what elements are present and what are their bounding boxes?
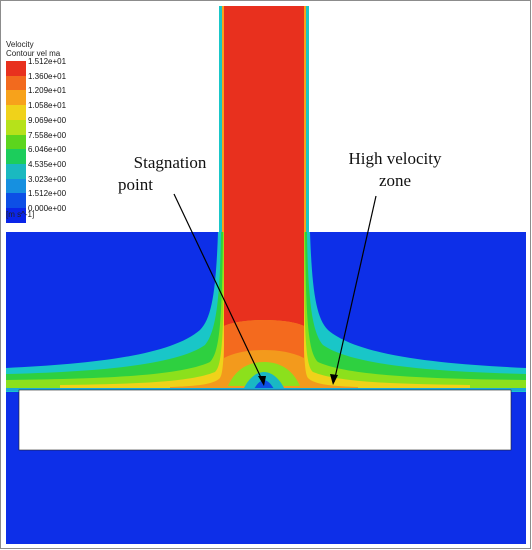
legend-tick-label: 1.209e+01 [28,86,67,96]
legend-swatch [6,61,26,76]
legend-swatch [6,119,26,135]
legend-swatch [6,208,26,223]
legend-tick-label: 9.069e+00 [28,115,67,125]
jet-pipe-inner-left [222,6,224,232]
legend-swatch [6,163,26,179]
jet-core-lower [224,232,304,326]
legend-subtitle: Contour vel ma [6,49,61,58]
legend-tick-label: 0.000e+00 [28,204,67,213]
jet-pipe-inner-right [304,6,306,232]
high-velocity-label: High velocity zone [320,148,470,192]
stagnation-arrowhead [258,376,266,386]
legend-swatch [6,105,26,121]
jet-pipe-wall-left [219,6,222,232]
legend-title: Velocity [6,40,34,49]
high-velocity-label-line2: zone [378,171,412,190]
legend-tick-label: 1.058e+01 [28,101,67,111]
legend-swatch [6,90,26,106]
legend-tick-label: 7.558e+00 [28,130,67,140]
legend-swatch [6,134,26,150]
legend-tick-label: 1.512e+01 [28,57,67,66]
legend-tick-label: 1.360e+01 [28,71,67,81]
jet-deceleration-orange [224,320,304,358]
high-velocity-arrow [333,195,377,383]
stagnation-label: Stagnation point [110,152,230,196]
legend-unit: [m s^-1] [6,210,35,219]
legend-swatch [6,75,26,91]
legend-tick-label: 4.535e+00 [28,159,67,169]
legend-swatch [6,178,26,194]
legend-tick-label: 1.512e+00 [28,189,67,199]
boundary-layer [6,388,526,391]
stagnation-arrow [173,193,265,385]
impingement-plate [18,389,512,451]
legend-tick-label: 3.023e+00 [28,174,67,184]
stagnation-label-line1: Stagnation [133,153,207,172]
high-velocity-label-line1: High velocity [348,149,442,168]
high-velocity-arrowhead [330,374,338,385]
legend-swatch [6,193,26,209]
legend-swatch [6,149,26,165]
jet-pipe-wall-right [306,6,309,232]
stagnation-label-line2: point [118,175,153,194]
jet-core [224,6,304,232]
legend-tick-label: 6.046e+00 [28,145,67,155]
